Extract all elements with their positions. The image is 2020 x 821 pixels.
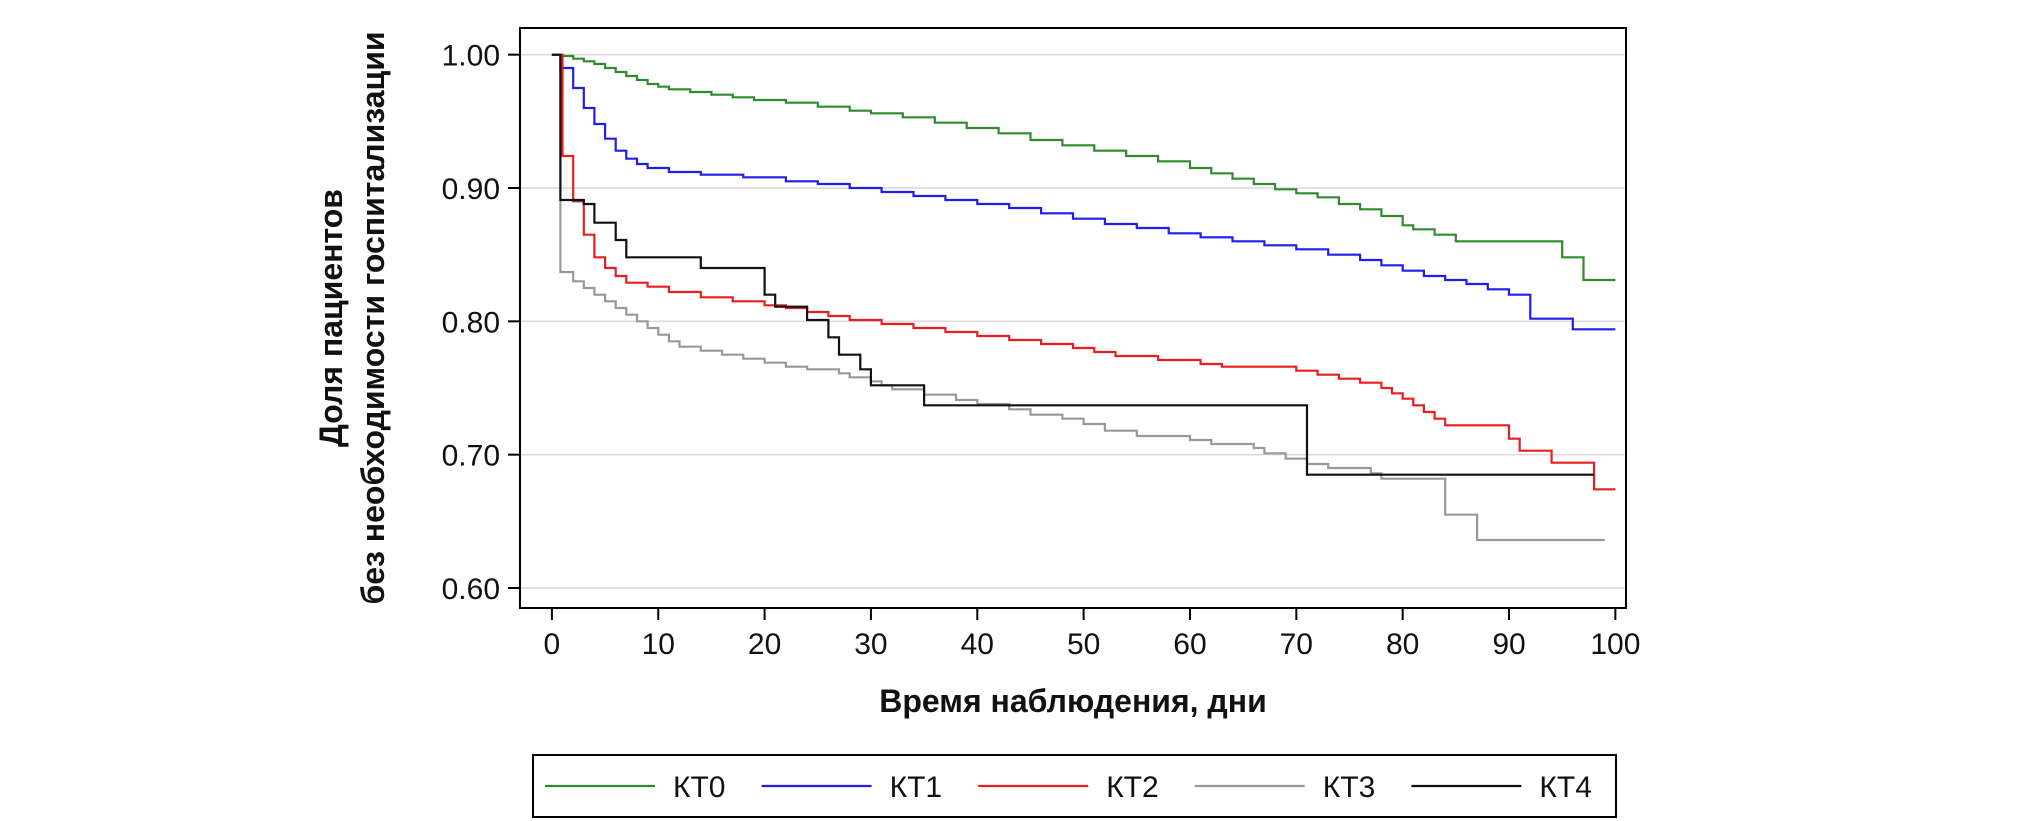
- x-tick-label-4: 40: [961, 628, 994, 661]
- y-tick-label-0: 0.60: [442, 573, 500, 606]
- legend-label-КТ0: КТ0: [673, 771, 726, 804]
- y-tick-label-4: 1.00: [442, 40, 500, 73]
- x-tick-label-8: 80: [1386, 628, 1419, 661]
- y-axis-title-line2: без необходимости госпитализации: [355, 31, 391, 604]
- gridlines: [520, 53, 1626, 589]
- x-tick-label-10: 100: [1590, 628, 1640, 661]
- x-tick-label-9: 90: [1492, 628, 1525, 661]
- y-tick-label-1: 0.70: [442, 440, 500, 473]
- x-tick-label-5: 50: [1067, 628, 1100, 661]
- plot-frame: [519, 27, 1627, 609]
- series-lines: [551, 53, 1616, 542]
- legend-label-КТ4: КТ4: [1539, 771, 1592, 804]
- series-line-КТ4: [551, 53, 1595, 476]
- x-tick-label-6: 60: [1173, 628, 1206, 661]
- legend: КТ0 КТ1 КТ2 КТ3 КТ4: [532, 754, 1617, 818]
- series-line-КТ1: [551, 53, 1616, 331]
- series-line-КТ2: [551, 53, 1616, 491]
- x-axis: 0 10 20 30 40 50 60 70 80 90 100: [544, 608, 1640, 661]
- series-line-КТ0: [551, 53, 1616, 282]
- x-tick-label-7: 70: [1280, 628, 1313, 661]
- y-axis: 0.60 0.70 0.80 0.90 1.00: [442, 40, 520, 606]
- x-tick-label-3: 30: [854, 628, 887, 661]
- legend-label-КТ1: КТ1: [890, 771, 943, 804]
- legend-label-КТ3: КТ3: [1323, 771, 1376, 804]
- x-tick-label-2: 20: [748, 628, 781, 661]
- x-axis-title: Время наблюдения, дни: [879, 683, 1266, 719]
- series-line-КТ3: [551, 53, 1605, 542]
- y-tick-label-3: 0.90: [442, 173, 500, 206]
- y-tick-label-2: 0.80: [442, 306, 500, 339]
- legend-label-КТ2: КТ2: [1106, 771, 1159, 804]
- x-tick-label-0: 0: [544, 628, 561, 661]
- x-tick-label-1: 10: [642, 628, 675, 661]
- y-axis-title-line1: Доля пациентов: [313, 189, 349, 447]
